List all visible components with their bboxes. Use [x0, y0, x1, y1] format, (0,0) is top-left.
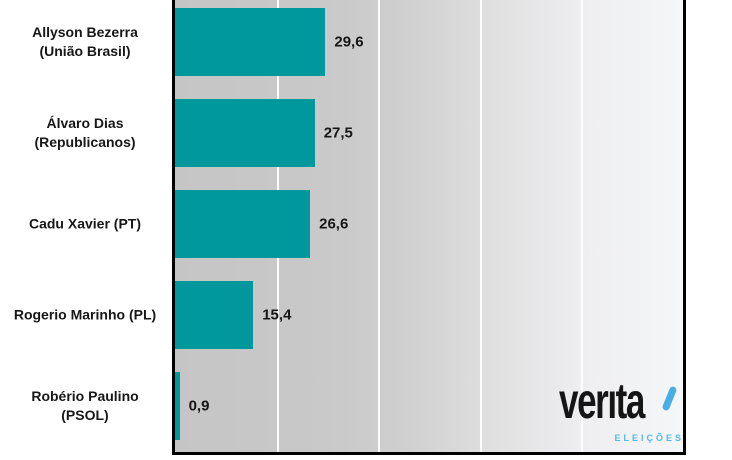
- value-label-2: 26,6: [319, 215, 349, 233]
- gridline-60: [479, 0, 482, 452]
- category-label-3: Rogerio Marinho (PL): [13, 306, 157, 323]
- verita-logo: verıta ELEIÇÕES: [559, 376, 685, 448]
- value-label-0: 29,6: [334, 33, 364, 51]
- bar-0: [175, 8, 326, 76]
- category-label-4: Robério Paulino (PSOL): [31, 388, 139, 423]
- category-label-1: Álvaro Dias (Republicanos): [34, 115, 136, 150]
- logo-accent-icon: [661, 385, 678, 412]
- gridline-80: [581, 0, 584, 452]
- bar-2: [175, 190, 311, 258]
- bar-3: [175, 281, 254, 349]
- category-label-0: Allyson Bezerra (União Brasil): [32, 24, 138, 59]
- category-label-2: Cadu Xavier (PT): [28, 215, 142, 232]
- value-label-1: 27,5: [323, 124, 353, 142]
- value-label-3: 15,4: [262, 306, 292, 324]
- value-label-4: 0,9: [188, 397, 210, 415]
- bar-1: [175, 99, 315, 167]
- bar-4: [175, 372, 180, 440]
- gridline-40: [378, 0, 381, 452]
- logo-subtitle: ELEIÇÕES: [614, 433, 684, 443]
- logo-wordmark: verıta: [559, 373, 645, 429]
